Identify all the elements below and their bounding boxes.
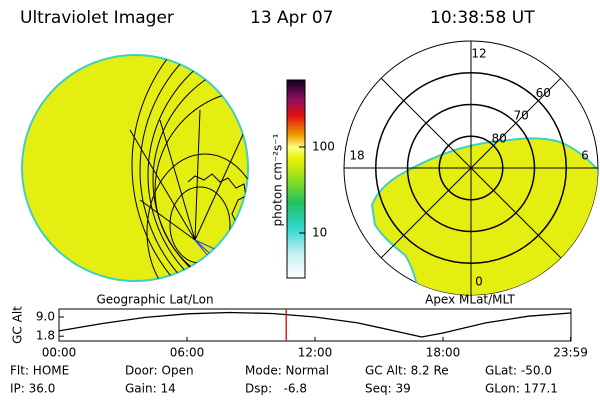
lat-ring [375, 72, 567, 264]
status-panel: Flt: HOME Door: Open Mode: Normal GC Alt: 8… [10, 364, 558, 396]
x-tick-label: 23:59 [553, 346, 588, 360]
lat-ring [438, 135, 504, 201]
lat-label: 60 [536, 86, 551, 100]
x-tick-label: 00:00 [42, 346, 77, 360]
left-panel-label: Geographic Lat/Lon [96, 293, 213, 307]
mlt-label: 18 [349, 149, 364, 163]
status-field: GC Alt: 8.2 Re [365, 364, 449, 378]
status-field: GLat: -50.0 [485, 364, 552, 378]
polar-image [343, 40, 599, 296]
altitude-line [58, 311, 571, 338]
status-field: Flt: HOME [10, 364, 69, 378]
status-field: IP: 36.0 [10, 382, 55, 396]
mlt-label: 12 [471, 47, 486, 61]
colorbar-tick-label: 100 [312, 139, 335, 153]
colorbar-label: photon cm⁻²s⁻¹ [271, 133, 285, 226]
lat-label: 70 [514, 109, 529, 123]
x-tick-label: 18:00 [426, 346, 461, 360]
status-field: Mode: Normal [245, 364, 329, 378]
status-field: Seq: 39 [365, 382, 411, 396]
polar-spoke [380, 77, 562, 259]
mlt-label: 0 [475, 275, 483, 289]
status-field: Dsp: -6.8 [245, 382, 307, 396]
right-panel-label: Apex MLat/MLT [425, 293, 515, 307]
y-tick-label: 1.8 [36, 329, 55, 343]
date: 13 Apr 07 [250, 8, 333, 28]
x-tick-label: 12:00 [298, 346, 333, 360]
plot-frame [58, 308, 572, 342]
status-field: GLon: 177.1 [485, 382, 558, 396]
mlt-label: 6 [581, 149, 589, 163]
status-field: Gain: 14 [125, 382, 176, 396]
y-tick-label: 9.0 [36, 310, 55, 324]
time: 10:38:58 UT [430, 8, 535, 28]
lat-ring [406, 103, 536, 233]
colorbar-tick-label: 10 [312, 226, 327, 240]
colorbar [286, 79, 306, 279]
x-tick-label: 06:00 [170, 346, 205, 360]
y-axis-label: GC Alt [11, 306, 25, 344]
status-field: Door: Open [125, 364, 194, 378]
instrument-title: Ultraviolet Imager [20, 8, 174, 28]
lat-label: 80 [491, 132, 506, 146]
